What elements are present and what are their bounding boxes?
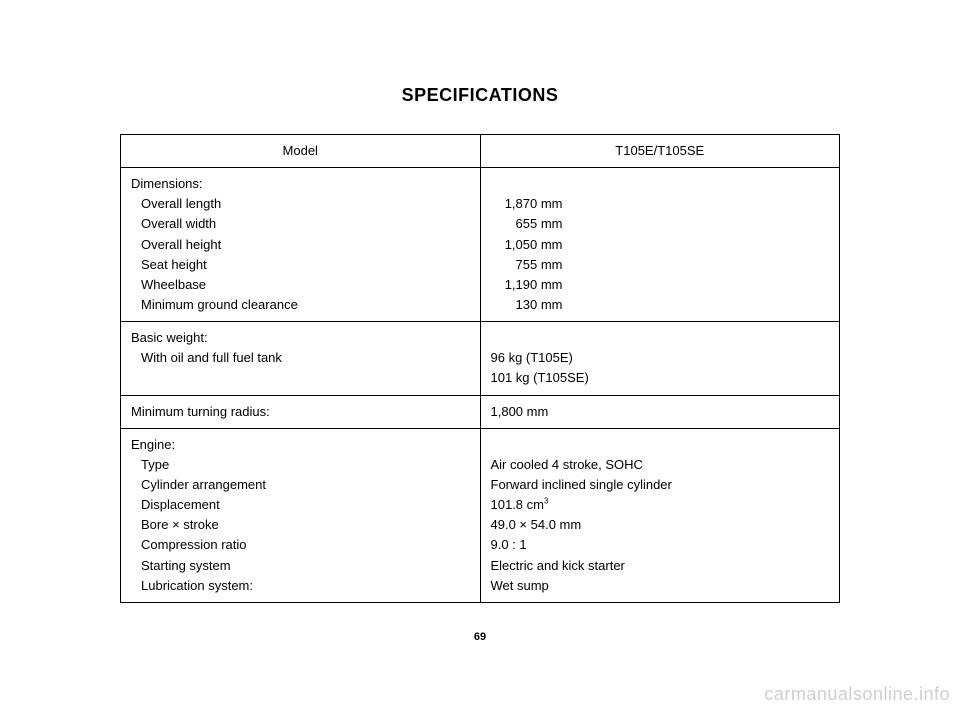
engine-comp-value: 9.0 : 1 <box>491 535 830 555</box>
page-title: SPECIFICATIONS <box>120 85 840 106</box>
basic-weight-cell-left: Basic weight: With oil and full fuel tan… <box>121 322 481 395</box>
engine-cyl-label: Cylinder arrangement <box>131 475 470 495</box>
engine-cell-left: Engine: Type Cylinder arrangement Displa… <box>121 428 481 602</box>
overall-height-label: Overall height <box>131 235 470 255</box>
table-row: Dimensions: Overall length Overall width… <box>121 168 840 322</box>
engine-cyl-value: Forward inclined single cylinder <box>491 475 830 495</box>
engine-lube-label: Lubrication system: <box>131 576 470 596</box>
basic-weight-sublabel: With oil and full fuel tank <box>131 348 470 368</box>
engine-type-label: Type <box>131 455 470 475</box>
table-row: Basic weight: With oil and full fuel tan… <box>121 322 840 395</box>
min-ground-label: Minimum ground clearance <box>131 295 470 315</box>
dimensions-cell-right: 1,870 mm 655 mm 1,050 mm 755 mm 1,190 mm… <box>480 168 840 322</box>
engine-cell-right: Air cooled 4 stroke, SOHC Forward inclin… <box>480 428 840 602</box>
spec-table: Model T105E/T105SE Dimensions: Overall l… <box>120 134 840 603</box>
min-ground-value: 130 mm <box>491 295 563 315</box>
basic-weight-label: Basic weight: <box>131 328 470 348</box>
engine-start-value: Electric and kick starter <box>491 556 830 576</box>
dimensions-label: Dimensions: <box>131 174 470 194</box>
table-row: Minimum turning radius: 1,800 mm <box>121 395 840 428</box>
engine-disp-label: Displacement <box>131 495 470 515</box>
engine-comp-label: Compression ratio <box>131 535 470 555</box>
header-value: T105E/T105SE <box>480 135 840 168</box>
engine-disp-sup: 3 <box>544 497 548 506</box>
engine-label: Engine: <box>131 435 470 455</box>
watermark: carmanualsonline.info <box>764 684 950 705</box>
basic-weight-cell-right: 96 kg (T105E) 101 kg (T105SE) <box>480 322 840 395</box>
overall-height-value: 1,050 mm <box>491 235 563 255</box>
overall-length-value: 1,870 mm <box>491 194 563 214</box>
dimensions-cell-left: Dimensions: Overall length Overall width… <box>121 168 481 322</box>
wheelbase-value: 1,190 mm <box>491 275 563 295</box>
overall-width-value: 655 mm <box>491 214 563 234</box>
basic-weight-val2: 101 kg (T105SE) <box>491 368 830 388</box>
page-number: 69 <box>120 631 840 643</box>
wheelbase-label: Wheelbase <box>131 275 470 295</box>
engine-lube-value: Wet sump <box>491 576 830 596</box>
engine-start-label: Starting system <box>131 556 470 576</box>
engine-type-value: Air cooled 4 stroke, SOHC <box>491 455 830 475</box>
basic-weight-val1: 96 kg (T105E) <box>491 348 830 368</box>
table-header-row: Model T105E/T105SE <box>121 135 840 168</box>
engine-bore-label: Bore × stroke <box>131 515 470 535</box>
document-page: SPECIFICATIONS Model T105E/T105SE Dimens… <box>0 0 960 643</box>
min-turning-value: 1,800 mm <box>480 395 840 428</box>
overall-width-label: Overall width <box>131 214 470 234</box>
header-model: Model <box>121 135 481 168</box>
seat-height-value: 755 mm <box>491 255 563 275</box>
seat-height-label: Seat height <box>131 255 470 275</box>
table-row: Engine: Type Cylinder arrangement Displa… <box>121 428 840 602</box>
min-turning-label: Minimum turning radius: <box>121 395 481 428</box>
engine-bore-value: 49.0 × 54.0 mm <box>491 515 830 535</box>
overall-length-label: Overall length <box>131 194 470 214</box>
engine-disp-value: 101.8 cm3 <box>491 495 830 515</box>
engine-disp-prefix: 101.8 cm <box>491 497 544 512</box>
